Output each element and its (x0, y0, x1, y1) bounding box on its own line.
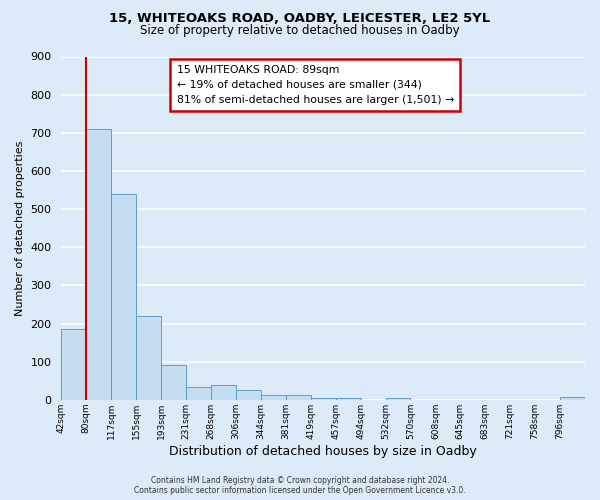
Bar (136, 316, 161, 400)
Bar (211, 384, 236, 400)
Bar (61, 329, 86, 400)
Bar (335, 398, 361, 400)
X-axis label: Distribution of detached houses by size in Oadby: Distribution of detached houses by size … (169, 444, 477, 458)
Bar (560, 396, 585, 400)
Bar (286, 395, 311, 400)
Text: Contains HM Land Registry data © Crown copyright and database right 2024.
Contai: Contains HM Land Registry data © Crown c… (134, 476, 466, 495)
Bar (311, 398, 335, 400)
Bar (236, 390, 261, 400)
Bar (86, 129, 111, 400)
Text: 15, WHITEOAKS ROAD, OADBY, LEICESTER, LE2 5YL: 15, WHITEOAKS ROAD, OADBY, LEICESTER, LE… (109, 12, 491, 26)
Text: 15 WHITEOAKS ROAD: 89sqm
← 19% of detached houses are smaller (344)
81% of semi-: 15 WHITEOAKS ROAD: 89sqm ← 19% of detach… (176, 65, 454, 104)
Bar (386, 398, 410, 400)
Bar (111, 194, 136, 400)
Bar (186, 387, 211, 400)
Text: Size of property relative to detached houses in Oadby: Size of property relative to detached ho… (140, 24, 460, 37)
Bar (161, 366, 186, 400)
Bar (261, 395, 286, 400)
Y-axis label: Number of detached properties: Number of detached properties (15, 140, 25, 316)
